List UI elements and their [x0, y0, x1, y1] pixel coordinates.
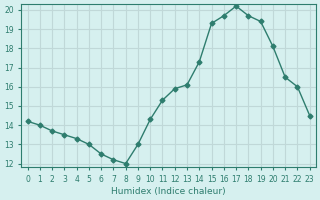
X-axis label: Humidex (Indice chaleur): Humidex (Indice chaleur)	[111, 187, 226, 196]
